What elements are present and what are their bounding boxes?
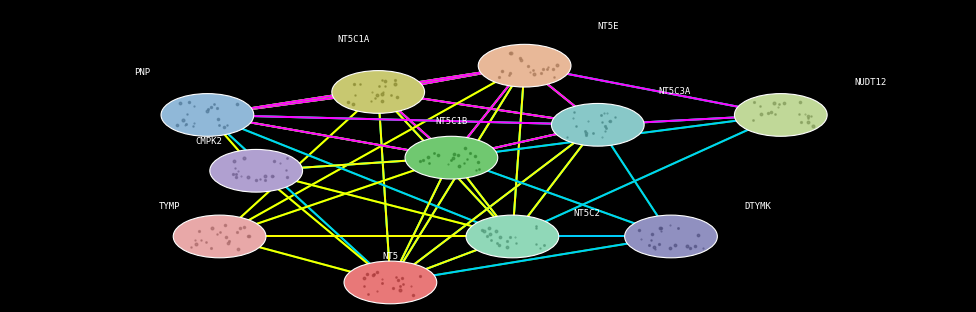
Text: NT5: NT5 (383, 252, 398, 261)
Ellipse shape (551, 104, 644, 146)
Ellipse shape (174, 215, 266, 258)
Text: PNP: PNP (134, 68, 150, 77)
Ellipse shape (467, 215, 558, 258)
Text: NT5C2: NT5C2 (574, 209, 600, 218)
Text: DTYMK: DTYMK (744, 202, 771, 212)
Ellipse shape (478, 44, 571, 87)
Text: CMPK2: CMPK2 (195, 137, 223, 146)
Ellipse shape (161, 94, 254, 136)
Ellipse shape (332, 71, 425, 113)
Text: NT5C3A: NT5C3A (659, 87, 691, 96)
Text: NT5E: NT5E (597, 22, 620, 31)
Ellipse shape (734, 94, 828, 136)
Ellipse shape (625, 215, 717, 258)
Text: NT5C1A: NT5C1A (338, 35, 370, 44)
Ellipse shape (344, 261, 437, 304)
Text: NT5C1B: NT5C1B (435, 117, 468, 126)
Ellipse shape (405, 136, 498, 179)
Text: TYMP: TYMP (159, 202, 181, 212)
Ellipse shape (210, 149, 303, 192)
Text: NUDT12: NUDT12 (854, 78, 886, 87)
